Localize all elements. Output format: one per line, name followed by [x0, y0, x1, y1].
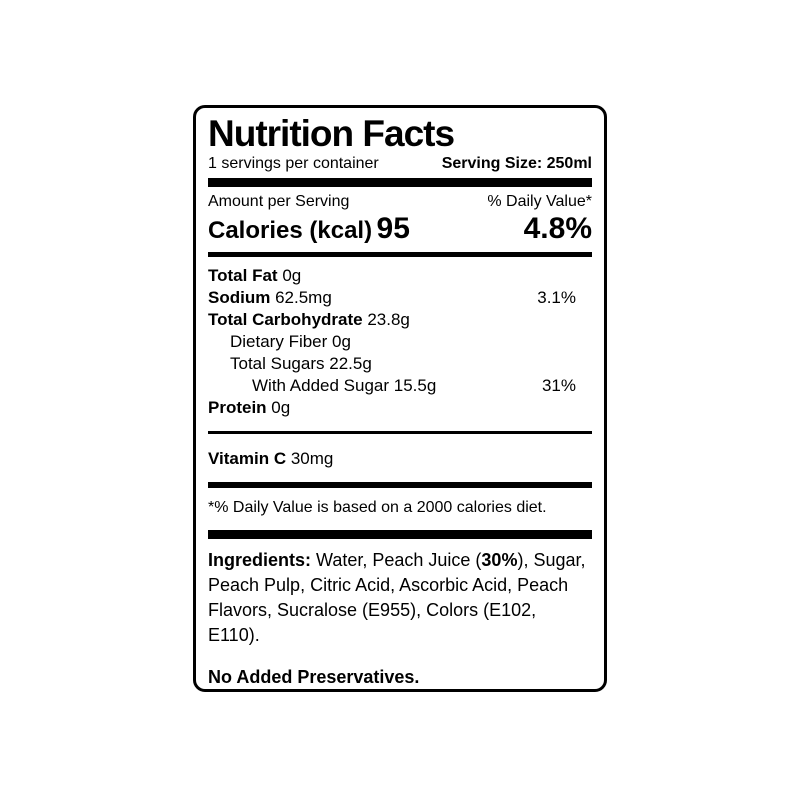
nutrient-row-total-sugars: Total Sugars 22.5g	[208, 353, 592, 375]
amount-per-serving-label: Amount per Serving	[208, 193, 350, 210]
calories-left: Calories (kcal) 95	[208, 212, 410, 246]
nutrient-row-added-sugar: With Added Sugar 15.5g 31%	[208, 375, 592, 397]
daily-value-footnote: *% Daily Value is based on a 2000 calori…	[208, 498, 547, 516]
calories-value: 95	[376, 212, 410, 245]
nutrients-section: Total Fat 0g Sodium 62.5mg 3.1% Total Ca…	[208, 265, 592, 419]
nutrient-row-sodium: Sodium 62.5mg 3.1%	[208, 287, 592, 309]
no-preservatives-claim: No Added Preservatives.	[208, 666, 420, 687]
ingredients-highlight: 30%	[481, 549, 518, 570]
nutrient-name: Sodium	[208, 288, 271, 307]
calories-label: Calories (kcal)	[208, 217, 373, 244]
nutrient-row-protein: Protein 0g	[208, 397, 592, 419]
nutrient-name: Total Sugars	[230, 354, 325, 373]
daily-value-header: % Daily Value*	[487, 193, 592, 210]
nutrient-value: 0g	[282, 266, 302, 285]
nutrition-facts-label: Nutrition Facts 1 servings per container…	[193, 105, 607, 692]
separator-bar-medium-vitamin	[208, 481, 592, 488]
ingredients-paragraph: Ingredients: Water, Peach Juice (30%), S…	[208, 548, 592, 648]
calories-row: Calories (kcal) 95 4.8%	[208, 212, 592, 248]
nutrient-value: 22.5g	[329, 354, 372, 373]
separator-bar-thick-bottom	[208, 529, 592, 539]
calories-daily-value: 4.8%	[523, 212, 592, 245]
nutrient-value: 0g	[332, 332, 351, 351]
vitamin-value: 30mg	[290, 448, 334, 468]
nutrient-row-dietary-fiber: Dietary Fiber 0g	[208, 331, 592, 353]
nutrient-name: Total Carbohydrate	[208, 310, 363, 329]
column-header-row: Amount per Serving % Daily Value*	[208, 193, 592, 211]
separator-bar-medium-calories	[208, 252, 592, 257]
nutrient-name: Dietary Fiber	[230, 332, 328, 351]
nutrient-row-total-carbohydrate: Total Carbohydrate 23.8g	[208, 309, 592, 331]
separator-bar-thick-top	[208, 178, 592, 187]
ingredients-text-1: Water, Peach Juice (	[311, 549, 482, 570]
nutrient-value: 0g	[271, 398, 291, 417]
nutrient-row-total-fat: Total Fat 0g	[208, 265, 592, 287]
nutrient-value: 62.5mg	[275, 288, 332, 307]
separator-line-thin	[208, 431, 592, 434]
nutrient-value: 23.8g	[367, 310, 410, 329]
nutrient-name: Total Fat	[208, 266, 278, 285]
ingredients-text-2: ), Sugar, Peach Pulp, Citric Acid, Ascor…	[208, 549, 586, 645]
vitamin-row: Vitamin C 30mg	[208, 448, 592, 470]
nutrient-daily-value: 3.1%	[537, 288, 576, 307]
serving-info-row: 1 servings per container Serving Size: 2…	[208, 154, 592, 174]
nutrient-daily-value: 31%	[541, 376, 576, 395]
ingredients-label: Ingredients:	[208, 549, 312, 570]
servings-per-container: 1 servings per container	[208, 155, 379, 172]
vitamin-name: Vitamin C	[208, 448, 287, 468]
label-title: Nutrition Facts	[208, 113, 455, 154]
nutrient-name: Protein	[208, 398, 267, 417]
serving-size: Serving Size: 250ml	[441, 155, 592, 172]
nutrient-value: 15.5g	[393, 376, 437, 395]
nutrient-name: With Added Sugar	[252, 376, 390, 395]
